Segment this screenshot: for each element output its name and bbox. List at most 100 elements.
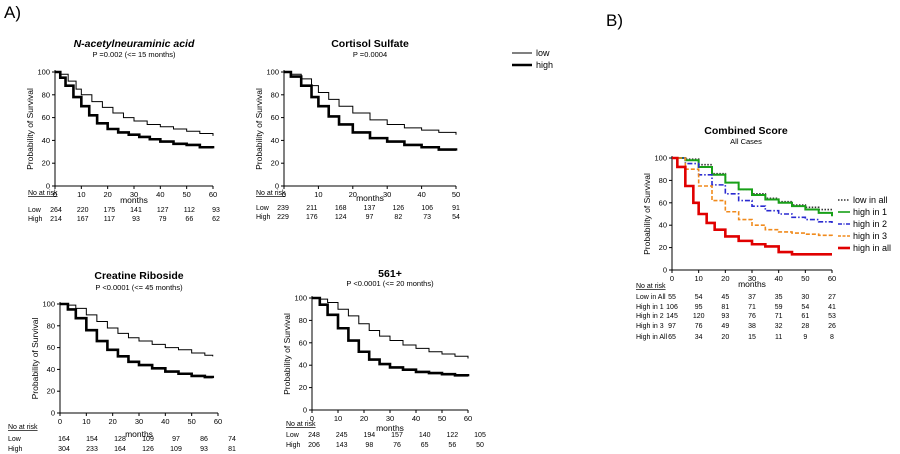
risk-row-label: High in All (636, 334, 668, 341)
risk-row-label: High (28, 216, 43, 223)
risk-count: 73 (423, 214, 431, 221)
risk-count: 41 (828, 304, 836, 311)
risk-count: 81 (228, 446, 236, 453)
y-tick-label: 0 (46, 182, 50, 191)
legend-label-low: low (536, 48, 550, 58)
risk-count: 137 (364, 205, 376, 212)
risk-count: 211 (306, 205, 317, 212)
risk-count: 91 (452, 205, 460, 212)
y-tick-label: 100 (266, 68, 279, 77)
y-axis-label: Probability of Survival (25, 88, 35, 170)
x-tick-label: 20 (349, 190, 357, 199)
x-tick-label: 30 (130, 190, 138, 199)
risk-count: 229 (277, 214, 289, 221)
chart-subtitle: P <0.0001 (<= 45 months) (95, 283, 183, 292)
risk-count: 20 (721, 334, 729, 341)
risk-count: 175 (103, 207, 115, 214)
risk-count: 76 (393, 442, 401, 449)
x-tick-label: 50 (187, 417, 195, 426)
risk-count: 95 (695, 304, 703, 311)
x-tick-label: 20 (103, 190, 111, 199)
risk-count: 97 (172, 436, 180, 443)
risk-count: 141 (130, 207, 142, 214)
risk-count: 157 (391, 432, 403, 439)
x-tick-label: 60 (214, 417, 222, 426)
legend-label-high-in-1: high in 1 (853, 207, 887, 217)
y-tick-label: 80 (299, 316, 307, 325)
risk-count: 54 (801, 304, 809, 311)
series-line-high-in-3 (672, 157, 833, 237)
x-tick-label: 0 (53, 190, 57, 199)
risk-count: 61 (801, 313, 809, 320)
risk-count: 124 (335, 214, 347, 221)
y-tick-label: 60 (659, 198, 667, 207)
chart-4: 561+P <0.0001 (<= 20 months)020406080100… (282, 268, 486, 449)
risk-count: 82 (394, 214, 402, 221)
x-tick-label: 0 (282, 190, 286, 199)
risk-count: 53 (828, 313, 836, 320)
risk-count: 126 (142, 446, 154, 453)
risk-count: 154 (86, 436, 98, 443)
x-tick-label: 40 (156, 190, 164, 199)
y-tick-label: 60 (47, 343, 55, 352)
y-axis-label: Probability of Survival (642, 173, 652, 255)
risk-count: 93 (132, 216, 140, 223)
risk-count: 164 (58, 436, 70, 443)
risk-count: 45 (721, 294, 729, 301)
risk-row-label: High (8, 446, 23, 453)
chart-title: Cortisol Sulfate (331, 38, 409, 50)
risk-count: 30 (801, 294, 809, 301)
risk-count: 8 (830, 334, 834, 341)
x-axis-label: months (120, 195, 148, 205)
risk-row-label: High (286, 442, 301, 449)
legend-label-high-in-2: high in 2 (853, 219, 887, 229)
series-line-high (312, 296, 470, 377)
x-tick-label: 30 (135, 417, 143, 426)
risk-count: 304 (58, 446, 70, 453)
risk-table-header: No at risk (286, 421, 316, 428)
x-tick-label: 30 (748, 274, 756, 283)
risk-count: 120 (693, 313, 705, 320)
risk-count: 81 (721, 304, 729, 311)
x-tick-label: 60 (464, 414, 472, 423)
y-tick-label: 20 (42, 159, 50, 168)
x-axis-label: months (738, 279, 766, 289)
series-line-low (55, 71, 214, 136)
risk-count: 145 (666, 313, 678, 320)
risk-count: 97 (366, 214, 374, 221)
x-axis-label: months (376, 423, 404, 433)
x-tick-label: 50 (452, 190, 460, 199)
y-tick-label: 40 (271, 136, 279, 145)
risk-count: 127 (157, 207, 169, 214)
risk-table-header: No at risk (28, 190, 58, 197)
series-line-high-in-all (672, 156, 832, 256)
risk-row-label: Low in All (636, 294, 666, 301)
y-tick-label: 80 (42, 90, 50, 99)
risk-count: 122 (446, 432, 458, 439)
chart-subtitle: All Cases (730, 137, 762, 146)
risk-row-label: Low (28, 207, 42, 214)
risk-count: 93 (200, 446, 208, 453)
risk-count: 248 (308, 432, 320, 439)
risk-count: 54 (695, 294, 703, 301)
x-tick-label: 10 (694, 274, 702, 283)
panel-label-b: B) (606, 11, 623, 30)
panel-label-a: A) (4, 3, 21, 22)
x-tick-label: 20 (721, 274, 729, 283)
x-axis-label: months (125, 429, 153, 439)
risk-count: 105 (474, 432, 486, 439)
risk-count: 126 (392, 205, 404, 212)
y-tick-label: 20 (659, 243, 667, 252)
y-tick-label: 100 (294, 294, 307, 303)
risk-count: 220 (77, 207, 89, 214)
legend-label-high-in-3: high in 3 (853, 231, 887, 241)
x-tick-label: 10 (77, 190, 85, 199)
x-tick-label: 30 (386, 414, 394, 423)
risk-count: 86 (200, 436, 208, 443)
risk-count: 71 (775, 313, 783, 320)
risk-count: 143 (336, 442, 348, 449)
